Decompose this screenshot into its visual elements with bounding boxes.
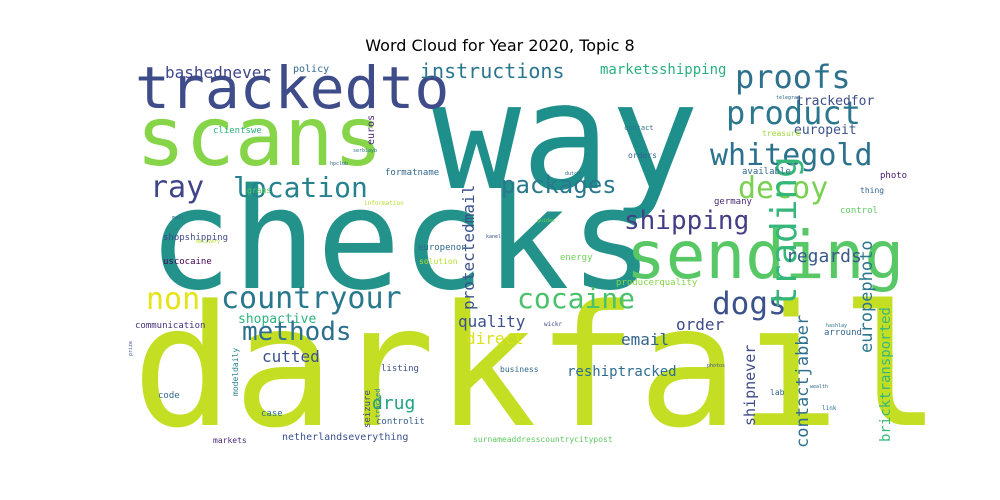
- word-product: product: [726, 94, 861, 132]
- word-trackedfor: trackedfor: [796, 94, 874, 109]
- word-link: link: [822, 405, 837, 412]
- word-arround: arround: [824, 328, 862, 338]
- word-surnameaddresscountrycitypost: surnameaddresscountrycitypost: [473, 435, 613, 444]
- word-proofs: proofs: [735, 58, 851, 96]
- word-information: information: [364, 200, 404, 207]
- word-photo: photo: [880, 171, 907, 181]
- word-modeldaily: modeldaily: [231, 348, 240, 396]
- word-orders: orders: [628, 151, 657, 160]
- word-packages: packages: [501, 171, 617, 199]
- word-dogs: dogs: [712, 286, 787, 322]
- word-controlit: controlit: [376, 417, 425, 427]
- word-whitegold: whitegold: [710, 138, 873, 173]
- word-instructions: instructions: [420, 59, 565, 83]
- word-policy: policy: [293, 64, 329, 75]
- word-sending: sending: [626, 217, 904, 294]
- word-lab: lab: [770, 388, 785, 397]
- word-telegram: telegram: [776, 95, 800, 101]
- word-contact: contact: [624, 124, 654, 132]
- word-regards: regards: [786, 246, 862, 267]
- word-scans: scans: [136, 90, 383, 185]
- word-non: non: [146, 282, 200, 317]
- word-case: case: [261, 409, 283, 419]
- word-email: email: [621, 330, 669, 349]
- word-business: business: [500, 365, 539, 374]
- word-communication: communication: [135, 321, 205, 331]
- word-trading: trading: [764, 156, 805, 308]
- word-mail: mail: [172, 215, 184, 221]
- word-quality: quality: [458, 312, 526, 331]
- word-countryour: countryour: [221, 281, 402, 316]
- word-euros: euros: [366, 115, 377, 145]
- word-netherlandseverything: netherlandseverything: [282, 432, 408, 443]
- word-wickr: wickr: [544, 321, 562, 328]
- word-europephoto: europephoto: [857, 240, 877, 353]
- word-order: order: [676, 315, 725, 334]
- word-bricktransported: bricktransported: [878, 307, 894, 442]
- word-cutted: cutted: [262, 347, 320, 366]
- word-wealth: wealth: [810, 384, 828, 390]
- word-protectedmail: protectedmail: [459, 185, 478, 310]
- word-serbiayb: serbiayb: [353, 148, 377, 154]
- word-bashednever: bashednever: [165, 63, 271, 82]
- word-thing: thing: [860, 186, 884, 195]
- word-europenon: europenon: [418, 243, 467, 253]
- word-hashlay: hashlay: [826, 323, 847, 329]
- word-tracked: tracked: [374, 388, 382, 418]
- word-direct: direct: [466, 329, 524, 348]
- word-marketsshipping: marketsshipping: [600, 62, 726, 78]
- word-germany: germany: [714, 197, 753, 207]
- word-reshiptracked: reshiptracked: [567, 364, 677, 380]
- word-markets: markets: [213, 436, 247, 445]
- word-hpclub: hpclub: [330, 161, 348, 167]
- word-shopactive: shopactive: [238, 312, 316, 327]
- word-photos: photos: [707, 363, 725, 369]
- word-checks: checks: [148, 159, 654, 322]
- word-control: control: [840, 206, 878, 216]
- word-location: location: [233, 171, 368, 204]
- word-formatname: formatname: [385, 168, 439, 178]
- word-energy: energy: [560, 253, 593, 263]
- word-solution: solution: [419, 257, 458, 266]
- word-uscocaine: uscocaine: [163, 257, 212, 267]
- word-drug: drug: [372, 393, 415, 414]
- word-trackedto: trackedto: [135, 54, 449, 122]
- word-seizure: seizure: [363, 390, 373, 428]
- word-shipnever: shipnever: [741, 345, 759, 426]
- word-treasure: treasure: [762, 129, 801, 138]
- word-cocaine: cocaine: [517, 282, 635, 315]
- word-code: code: [158, 391, 180, 401]
- word-available: available: [742, 167, 791, 177]
- word-clientswe: clientswe: [213, 126, 262, 136]
- word-way: way: [432, 51, 699, 223]
- word-contactjabber: contactjabber: [793, 315, 813, 448]
- word-delivery: delivery: [196, 239, 220, 245]
- word-europeit: europeit: [794, 123, 857, 138]
- chart-title: Word Cloud for Year 2020, Topic 8: [365, 36, 635, 55]
- word-darkfail: darkfail: [132, 269, 941, 465]
- word-decoy: decoy: [738, 171, 828, 206]
- word-grams: grams: [247, 186, 271, 195]
- word-methods: methods: [242, 317, 352, 347]
- word-shipping: shipping: [624, 206, 749, 236]
- word-guides: guides: [537, 218, 555, 224]
- word-ray: ray: [150, 170, 204, 205]
- word-dutch: dutch: [565, 171, 580, 177]
- word-shopshipping: shopshipping: [163, 233, 228, 243]
- word-producerquality: producerquality: [616, 278, 698, 288]
- word-kanel: kanel: [486, 234, 501, 240]
- word-prize: prize: [128, 341, 134, 356]
- word-listing: listing: [381, 364, 419, 374]
